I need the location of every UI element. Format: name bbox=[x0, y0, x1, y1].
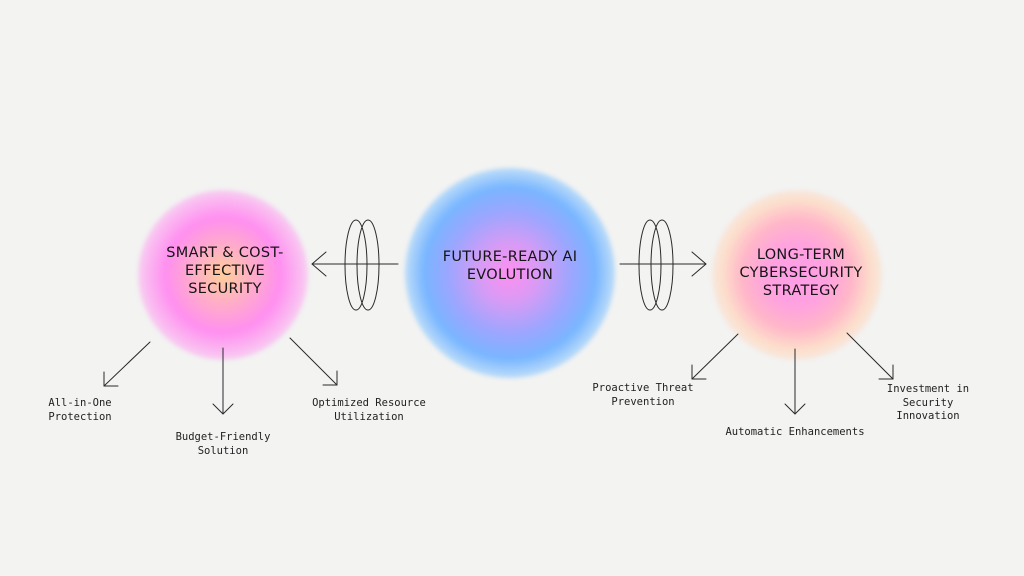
ring-link-icon bbox=[344, 219, 380, 311]
label-line: Proactive Threat bbox=[592, 382, 694, 394]
title-line: EFFECTIVE bbox=[184, 263, 266, 279]
branch-label-all-in-one: All-in-One Protection bbox=[30, 397, 130, 424]
node-title-right: LONG-TERM CYBERSECURITY STRATEGY bbox=[726, 246, 876, 300]
arrow-down-icon bbox=[784, 348, 806, 415]
glow-circle-right bbox=[712, 190, 882, 360]
title-line: LONG-TERM bbox=[756, 247, 846, 263]
branch-label-budget-friendly: Budget-Friendly Solution bbox=[160, 431, 286, 458]
node-title-left: SMART & COST- EFFECTIVE SECURITY bbox=[150, 244, 300, 298]
branch-label-proactive-threat: Proactive Threat Prevention bbox=[578, 382, 708, 409]
label-line: Solution bbox=[197, 444, 249, 457]
branch-label-optimized-resource: Optimized Resource Utilization bbox=[302, 397, 436, 424]
ring-link-icon bbox=[638, 219, 674, 311]
title-line: EVOLUTION bbox=[466, 267, 554, 283]
arrow-down-right-icon bbox=[289, 337, 338, 386]
arrow-right-icon bbox=[619, 251, 707, 277]
title-line: SECURITY bbox=[188, 281, 262, 297]
label-line: Investment in bbox=[886, 383, 970, 395]
glow-circle-center bbox=[405, 168, 615, 378]
label-line: Automatic Enhancements bbox=[725, 426, 865, 438]
arrow-down-left-icon bbox=[691, 333, 739, 380]
label-line: Budget-Friendly bbox=[175, 431, 271, 443]
label-line: Prevention bbox=[611, 395, 675, 408]
arrow-down-left-icon bbox=[103, 341, 151, 387]
label-line: Optimized Resource bbox=[312, 397, 426, 409]
arrow-left-icon bbox=[311, 251, 399, 277]
branch-label-investment: Investment in Security Innovation bbox=[870, 383, 986, 424]
label-line: Protection bbox=[48, 410, 112, 423]
label-line: Security bbox=[902, 396, 954, 409]
title-line: FUTURE-READY AI bbox=[442, 249, 578, 265]
arrow-down-right-icon bbox=[846, 332, 894, 380]
glow-circle-left bbox=[138, 190, 308, 360]
title-line: SMART & COST- bbox=[166, 245, 284, 261]
title-line: STRATEGY bbox=[762, 283, 840, 299]
arrow-down-icon bbox=[212, 347, 234, 415]
label-line: Utilization bbox=[334, 410, 404, 423]
label-line: All-in-One bbox=[48, 397, 112, 409]
branch-label-automatic-enhancements: Automatic Enhancements bbox=[712, 426, 878, 440]
node-title-center: FUTURE-READY AI EVOLUTION bbox=[420, 248, 600, 284]
label-line: Innovation bbox=[896, 410, 960, 422]
title-line: CYBERSECURITY bbox=[739, 265, 863, 281]
